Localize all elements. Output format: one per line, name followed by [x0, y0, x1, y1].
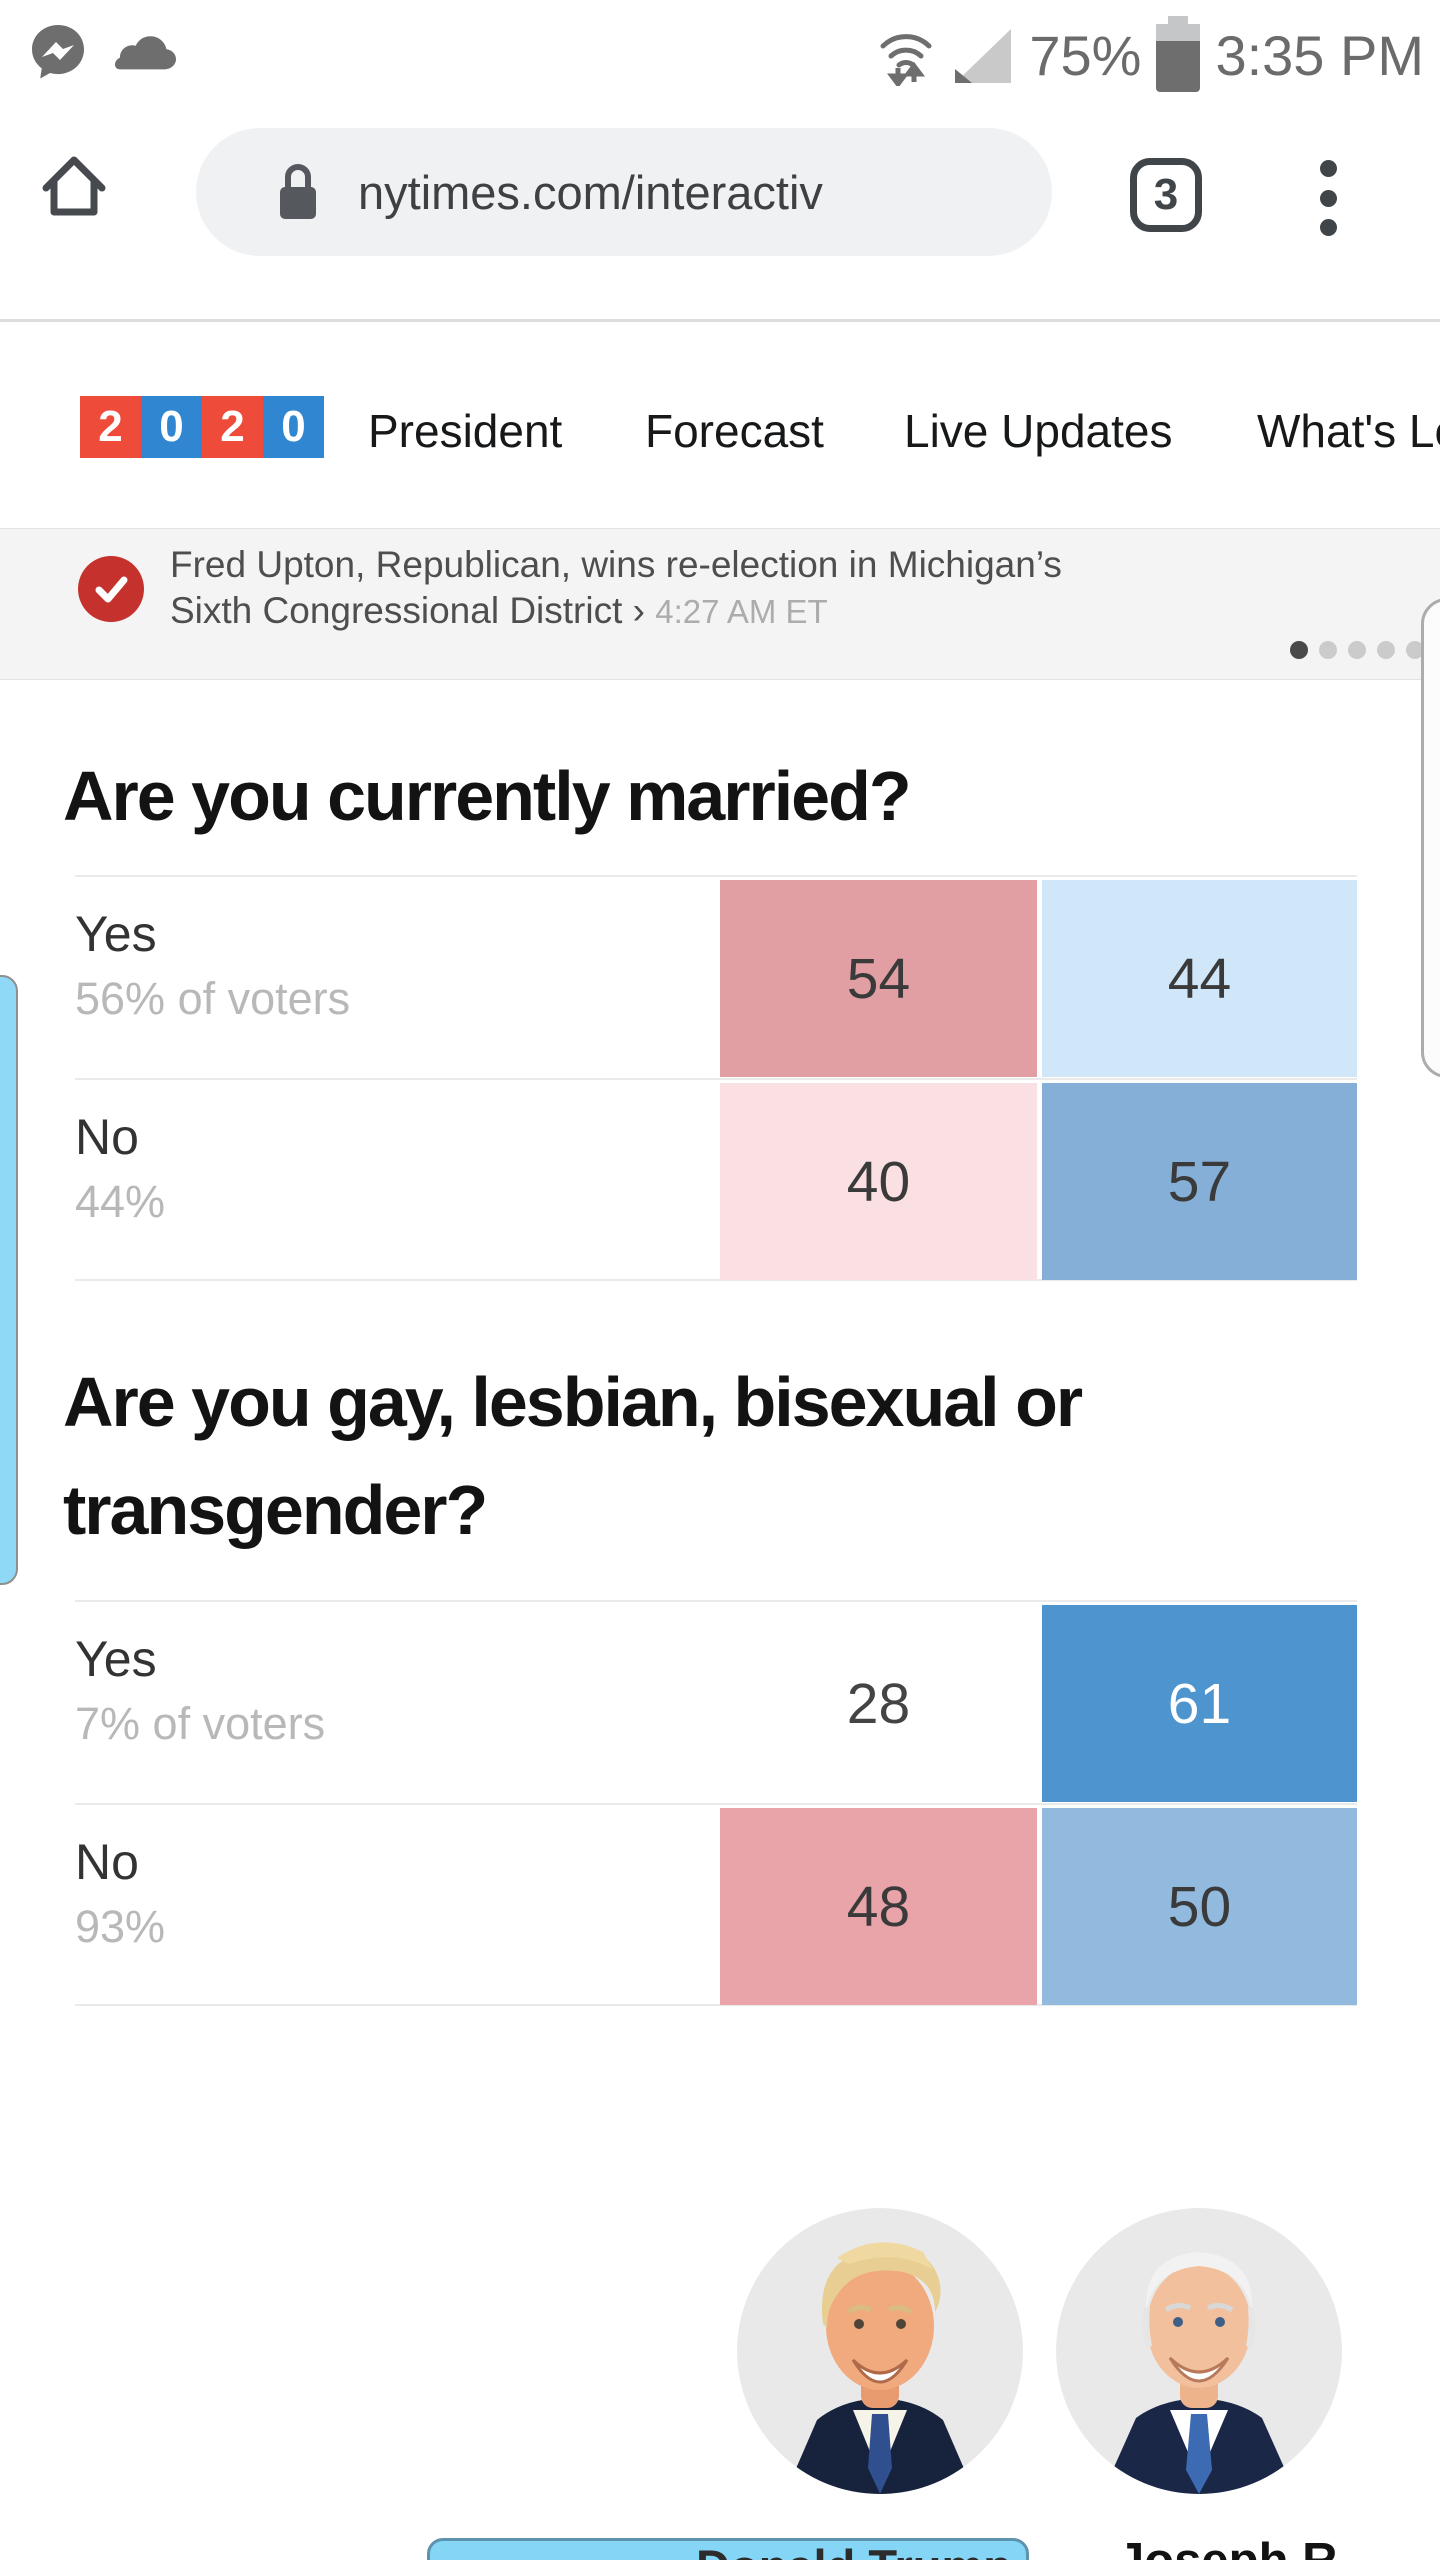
browser-toolbar: nytimes.com/interactiv 3: [0, 110, 1440, 322]
trump-value-cell: 48: [720, 1808, 1037, 2005]
biden-value-cell: 50: [1042, 1808, 1357, 2005]
overflow-menu-button[interactable]: [1318, 160, 1338, 236]
system-status-icons: 75% 3:35 PM: [875, 0, 1424, 110]
share-label: 7% of voters: [75, 1698, 326, 1749]
logo-digit: 0: [141, 396, 202, 458]
trump-value-cell: 40: [720, 1083, 1037, 1280]
ticker-pagination-dots[interactable]: [1290, 641, 1424, 659]
table-row: Yes 7% of voters 28 61: [75, 1600, 1357, 1803]
cell-signal-icon: [951, 25, 1015, 85]
home-button[interactable]: [34, 146, 114, 226]
nav-item-whats-left[interactable]: What's Left: [1257, 405, 1440, 457]
table-row: Yes 56% of voters 54 44: [75, 875, 1357, 1078]
biden-value-cell: 44: [1042, 880, 1357, 1077]
biden-value-cell: 61: [1042, 1605, 1357, 1802]
nav-item-forecast[interactable]: Forecast: [645, 405, 824, 457]
answer-label: Yes: [75, 1631, 157, 1687]
race-call-ticker[interactable]: Fred Upton, Republican, wins re-election…: [0, 528, 1440, 680]
battery-icon: [1155, 16, 1201, 94]
poll-question-1: Are you currently married?: [63, 757, 912, 835]
ticker-headline[interactable]: Fred Upton, Republican, wins re-election…: [170, 542, 1062, 635]
trump-value-cell: 28: [846, 1671, 911, 1736]
trump-portrait-photo: [737, 2208, 1023, 2494]
logo-digit: 2: [202, 396, 263, 458]
race-called-check-icon: [78, 556, 144, 622]
trump-value-cell: 54: [720, 880, 1037, 1077]
table-row: No 44% 40 57: [75, 1078, 1357, 1281]
poll-table-1: Yes 56% of voters 54 44 No 44% 40 57: [75, 875, 1357, 1281]
logo-digit: 2: [80, 396, 141, 458]
cloud-icon: [110, 27, 180, 77]
battery-percent-text: 75%: [1029, 23, 1142, 87]
trump-name-highlight-pill[interactable]: Donald Trump: [427, 2538, 1029, 2560]
ticker-line2: Sixth Congressional District › 4:27 AM E…: [170, 590, 828, 631]
nav-item-live-updates[interactable]: Live Updates: [904, 405, 1173, 457]
table-row: No 93% 48 50: [75, 1803, 1357, 2006]
lock-icon: [272, 161, 324, 223]
tab-switcher-button[interactable]: 3: [1130, 158, 1202, 232]
site-nav: 2 0 2 0 President Forecast Live Updates …: [0, 322, 1440, 528]
url-text: nytimes.com/interactiv: [358, 165, 823, 219]
trump-name-label: Donald Trump: [696, 2541, 1012, 2560]
clock-text: 3:35 PM: [1215, 23, 1424, 87]
biden-value-cell: 57: [1042, 1083, 1357, 1280]
messenger-icon: [26, 20, 90, 84]
share-label: 44%: [75, 1176, 166, 1227]
answer-label: Yes: [75, 906, 157, 962]
nav-item-president[interactable]: President: [368, 405, 563, 457]
ticker-timestamp: 4:27 AM ET: [655, 593, 828, 630]
logo-digit: 0: [263, 396, 324, 458]
biden-name-label: Joseph R.: [1117, 2533, 1351, 2560]
url-bar[interactable]: nytimes.com/interactiv: [196, 128, 1052, 256]
wifi-icon: [875, 24, 937, 86]
ticker-line1: Fred Upton, Republican, wins re-election…: [170, 544, 1062, 585]
right-edge-peek-card[interactable]: [1421, 598, 1440, 1078]
tab-count: 3: [1153, 170, 1179, 219]
answer-label: No: [75, 1109, 139, 1165]
poll-table-2: Yes 7% of voters 28 61 No 93% 48 50: [75, 1600, 1357, 2006]
share-label: 93%: [75, 1901, 166, 1952]
notification-icons: [26, 20, 180, 84]
share-label: 56% of voters: [75, 973, 351, 1024]
answer-label: No: [75, 1834, 139, 1890]
nyt-2020-logo[interactable]: 2 0 2 0: [80, 396, 324, 458]
left-edge-slider-handle[interactable]: [0, 975, 18, 1585]
poll-question-2: Are you gay, lesbian, bisexual or transg…: [63, 1363, 1083, 1549]
biden-portrait-photo: [1056, 2208, 1342, 2494]
android-status-bar: 75% 3:35 PM: [0, 0, 1440, 110]
